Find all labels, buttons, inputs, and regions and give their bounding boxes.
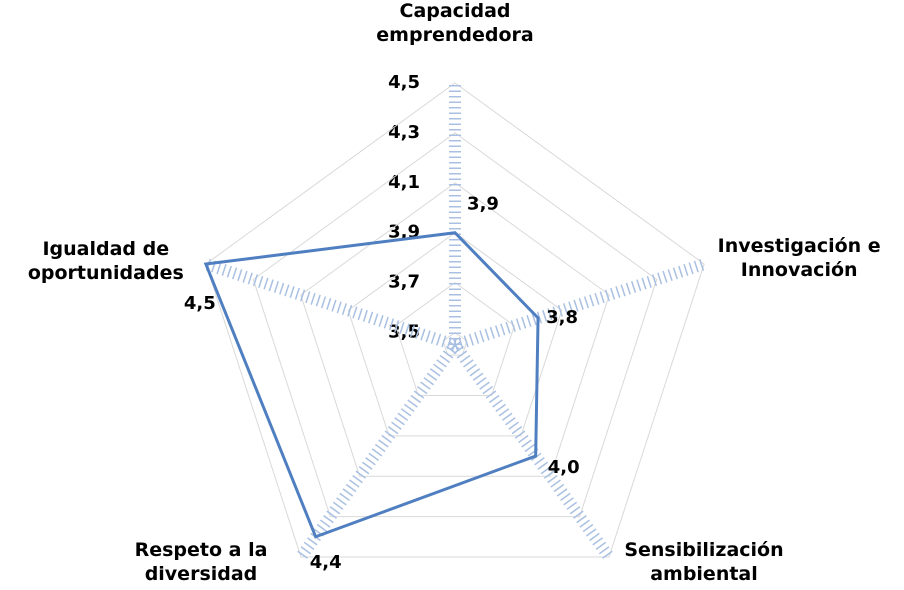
data-label: 4,0 bbox=[548, 457, 580, 478]
category-label: Investigación e Innovación bbox=[717, 235, 881, 282]
r-tick-label: 3,7 bbox=[388, 272, 420, 293]
data-label: 4,5 bbox=[184, 293, 216, 314]
axis-spoke bbox=[450, 341, 614, 561]
data-label: 3,9 bbox=[467, 194, 499, 215]
r-tick-label: 3,5 bbox=[388, 322, 420, 343]
r-tick-label: 4,3 bbox=[388, 122, 420, 143]
grid-line bbox=[300, 182, 610, 477]
grid-line bbox=[347, 232, 563, 437]
data-label: 4,4 bbox=[310, 552, 342, 573]
r-tick-label: 4,5 bbox=[388, 72, 420, 93]
grid-line bbox=[395, 282, 515, 396]
category-label: Sensibilización ambiental bbox=[624, 538, 784, 585]
category-label: Igualdad de oportunidades bbox=[27, 238, 184, 285]
data-label: 3,8 bbox=[546, 307, 578, 328]
category-label: Respeto a la diversidad bbox=[134, 538, 268, 585]
category-label: Capacidad emprendedora bbox=[376, 0, 534, 46]
axis-spoke bbox=[453, 258, 707, 351]
r-tick-label: 4,1 bbox=[388, 172, 420, 193]
data-line bbox=[203, 231, 540, 539]
grid-line bbox=[205, 82, 705, 558]
axis-spoke bbox=[296, 341, 460, 561]
